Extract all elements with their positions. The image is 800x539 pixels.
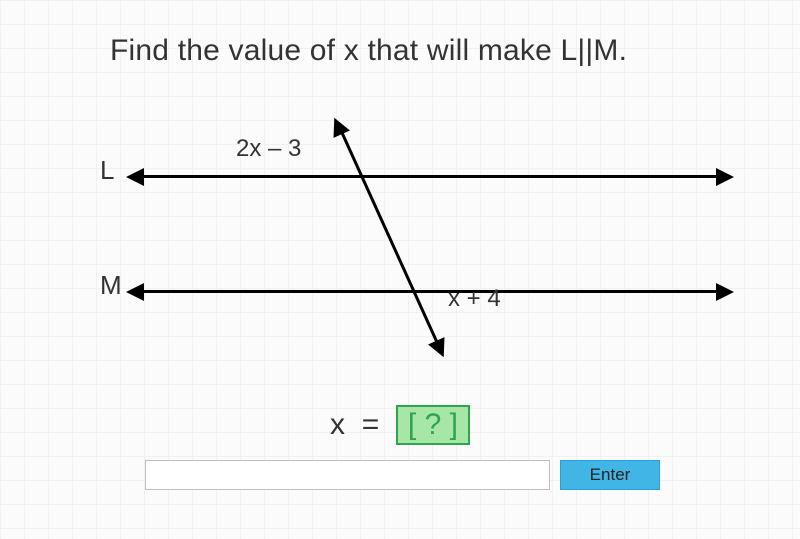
angle-bottom-label: x + 4 (448, 285, 501, 313)
geometry-diagram: L M 2x – 3 x + 4 (100, 110, 740, 380)
answer-input[interactable] (145, 460, 550, 490)
answer-input-row: Enter (145, 460, 660, 490)
answer-placeholder-box: [ ? ] (396, 405, 470, 445)
arrow-up-icon (326, 114, 350, 138)
line-L (130, 175, 730, 178)
arrow-down-icon (428, 337, 452, 361)
answer-expression: x = [ ? ] (0, 405, 800, 445)
transversal-line (337, 124, 442, 350)
question-text: Find the value of x that will make L||M. (110, 34, 627, 68)
line-M (130, 290, 730, 293)
arrow-right-icon (716, 168, 734, 186)
arrow-right-icon (716, 283, 734, 301)
answer-eq: = (362, 408, 380, 441)
line-L-label: L (100, 155, 114, 186)
arrow-left-icon (126, 168, 144, 186)
enter-button[interactable]: Enter (560, 460, 660, 490)
arrow-left-icon (126, 283, 144, 301)
angle-top-label: 2x – 3 (236, 135, 301, 163)
line-M-label: M (100, 270, 122, 301)
answer-lhs: x (330, 408, 345, 441)
